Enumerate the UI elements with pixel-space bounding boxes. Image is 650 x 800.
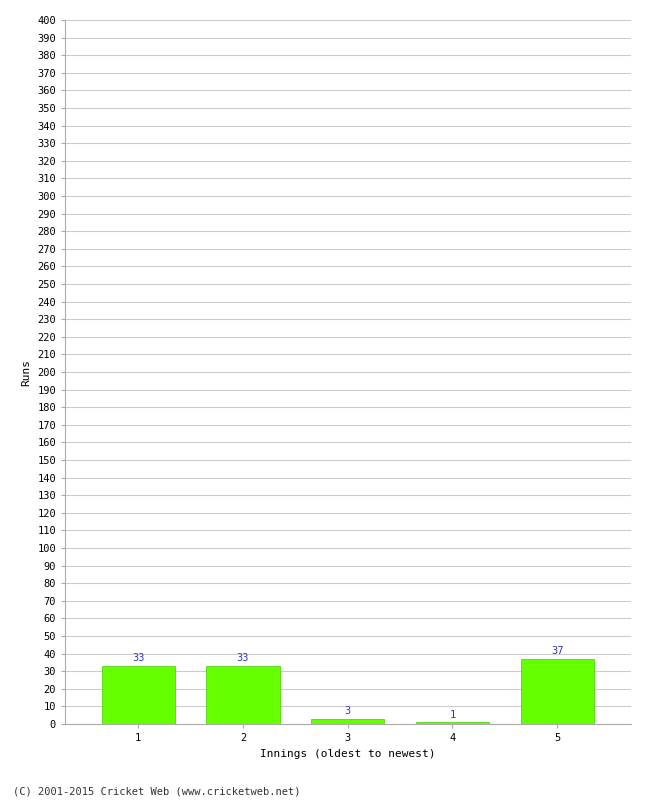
Bar xyxy=(521,659,594,724)
Bar xyxy=(416,722,489,724)
Y-axis label: Runs: Runs xyxy=(21,358,32,386)
Text: 1: 1 xyxy=(449,710,456,720)
Text: (C) 2001-2015 Cricket Web (www.cricketweb.net): (C) 2001-2015 Cricket Web (www.cricketwe… xyxy=(13,786,300,796)
Bar xyxy=(207,666,280,724)
Text: 37: 37 xyxy=(551,646,564,656)
Text: 3: 3 xyxy=(344,706,351,716)
Bar xyxy=(311,718,384,724)
Text: 33: 33 xyxy=(237,654,250,663)
X-axis label: Innings (oldest to newest): Innings (oldest to newest) xyxy=(260,749,436,758)
Text: 33: 33 xyxy=(132,654,144,663)
Bar xyxy=(101,666,175,724)
